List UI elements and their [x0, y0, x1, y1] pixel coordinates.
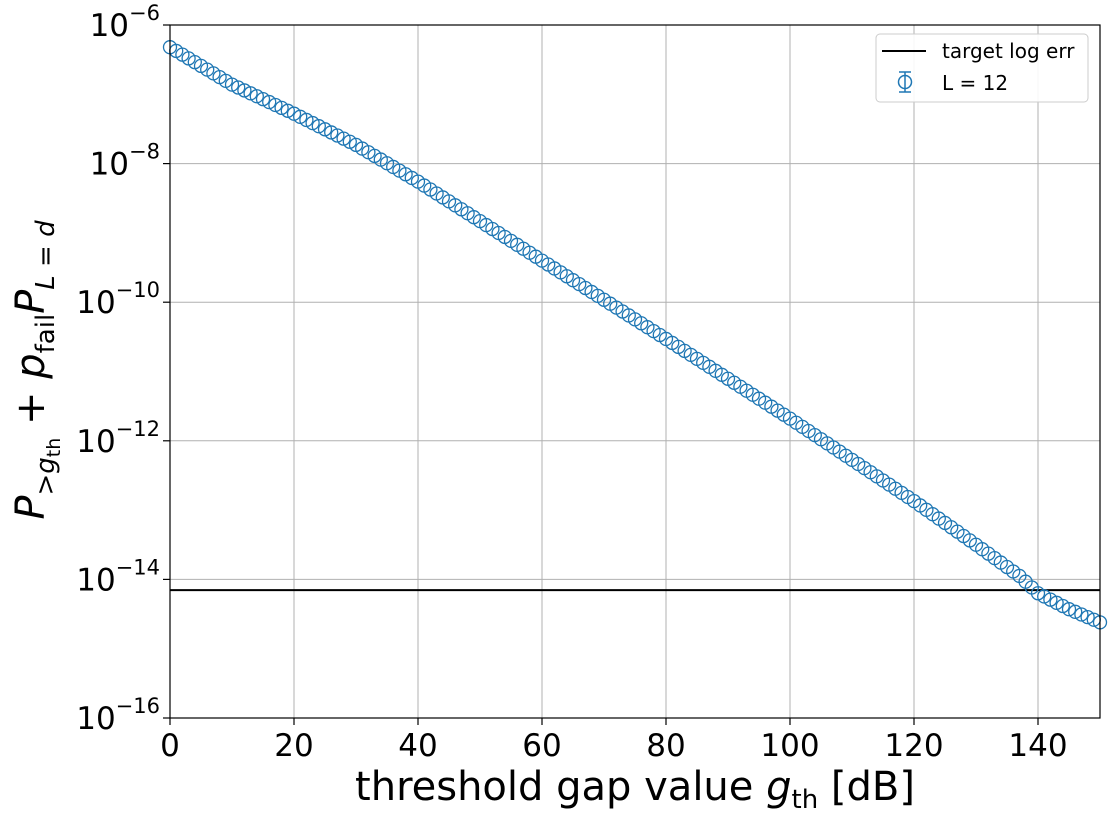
- series-point: [243, 86, 258, 101]
- x-tick-label: 100: [760, 728, 819, 764]
- y-tick-label: 10−16: [76, 694, 160, 737]
- series-point: [262, 94, 277, 110]
- x-axis-label: threshold gap value gth [dB]: [355, 764, 915, 815]
- x-tick-label: 80: [646, 728, 685, 764]
- series-point: [249, 89, 264, 104]
- x-tick-label: 0: [160, 728, 180, 764]
- y-ticks: 10−16 10−14 10−12 10−10 10−8 10−6: [76, 1, 170, 737]
- series-point: [237, 83, 252, 98]
- x-tick-label: 60: [522, 728, 561, 764]
- legend: target log err L = 12: [875, 33, 1089, 103]
- series-point: [1080, 609, 1095, 625]
- legend-entry-target: target log err: [942, 39, 1075, 63]
- x-tick-label: 40: [398, 728, 437, 764]
- y-tick-label: 10−14: [76, 555, 160, 598]
- x-tick-label: 20: [274, 728, 313, 764]
- series-point: [280, 103, 295, 118]
- series-point: [231, 80, 246, 95]
- legend-box: [875, 33, 1089, 103]
- series-point: [224, 77, 240, 92]
- x-ticks: 0 20 40 60 80 100 120 140: [160, 718, 1068, 764]
- series-point: [1068, 604, 1083, 619]
- y-tick-label: 10−10: [76, 278, 160, 321]
- series-points: [162, 40, 1108, 630]
- y-tick-label: 10−8: [90, 140, 160, 183]
- legend-marker-swatch: [897, 71, 913, 93]
- y-axis-label: P>gth + pfailPL = d: [8, 220, 65, 520]
- y-tick-label: 10−6: [90, 1, 160, 44]
- x-tick-label: 120: [884, 728, 943, 764]
- series-point: [255, 92, 271, 107]
- series-point: [274, 100, 289, 116]
- series-point: [1061, 602, 1077, 617]
- series-point: [1074, 607, 1089, 622]
- plot-frame: [169, 24, 1101, 719]
- x-tick-label: 140: [1008, 728, 1067, 764]
- legend-entry-series: L = 12: [942, 71, 1008, 95]
- y-tick-label: 10−12: [76, 417, 160, 460]
- series-point: [268, 97, 283, 113]
